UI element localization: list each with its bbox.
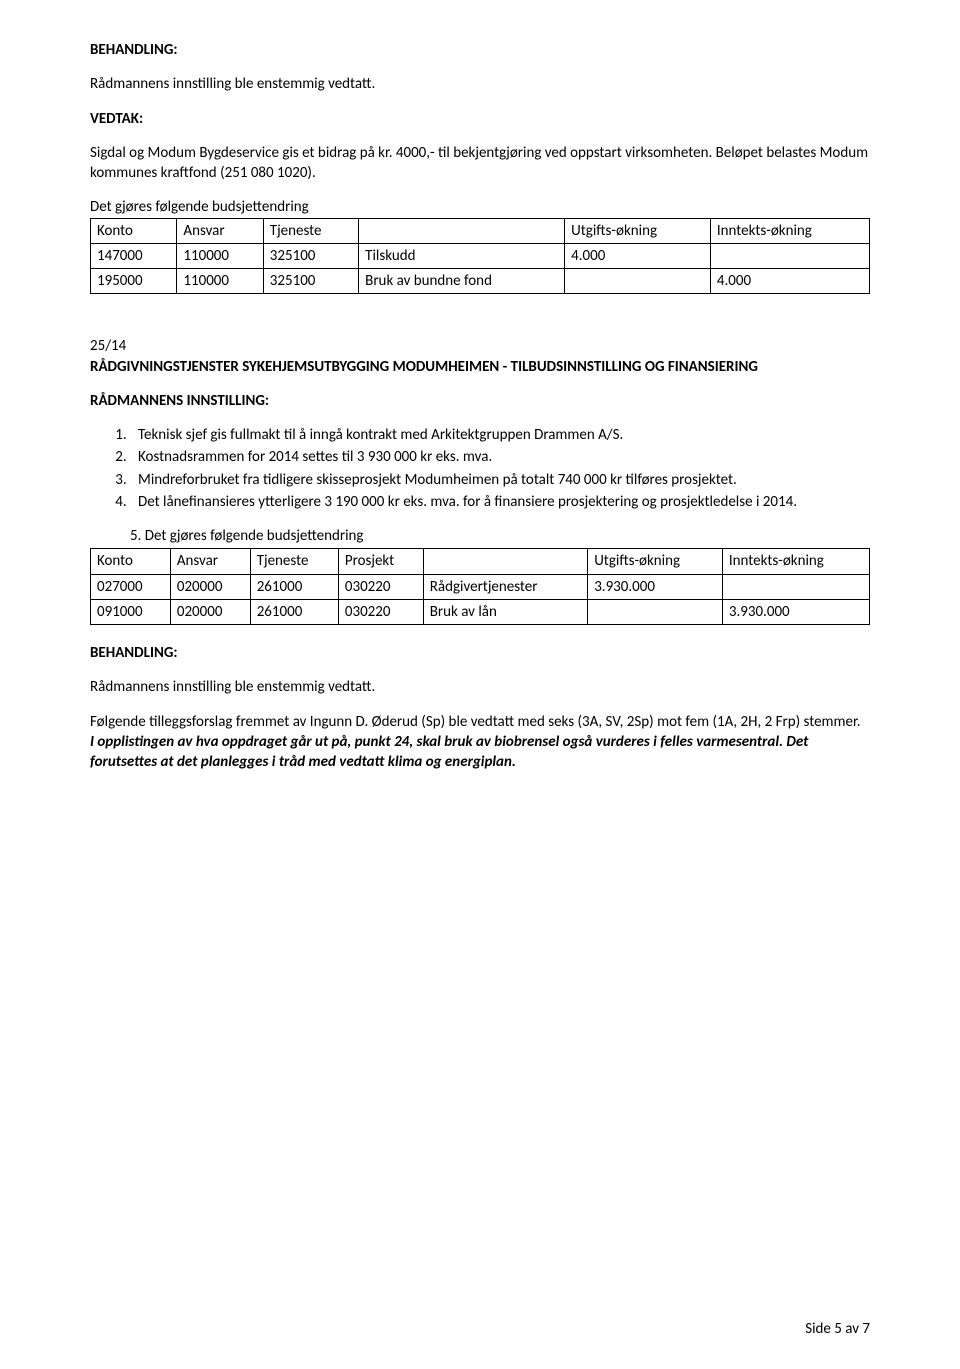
table-cell: 325100 xyxy=(263,243,358,268)
table-cell xyxy=(722,574,869,599)
table-header: Prosjekt xyxy=(338,549,423,574)
table-row: 147000 110000 325100 Tilskudd 4.000 xyxy=(91,243,870,268)
table-cell: 110000 xyxy=(177,243,263,268)
page-footer: Side 5 av 7 xyxy=(805,1319,870,1339)
table-cell: Bruk av bundne fond xyxy=(359,269,565,294)
table1-intro: Det gjøres følgende budsjettendring xyxy=(90,197,870,217)
tilleggsforslag: Følgende tilleggsforslag fremmet av Ingu… xyxy=(90,712,870,732)
case-number: 25/14 xyxy=(90,336,870,356)
table-header: Konto xyxy=(91,218,177,243)
table-cell: 325100 xyxy=(263,269,358,294)
numbered-list: Teknisk sjef gis fullmakt til å inngå ko… xyxy=(90,425,870,512)
case-title: RÅDGIVNINGSTJENSTER SYKEHJEMSUTBYGGING M… xyxy=(90,357,870,377)
table-cell: 020000 xyxy=(170,599,250,624)
sigdal-paragraph: Sigdal og Modum Bygdeservice gis et bidr… xyxy=(90,143,870,184)
table-header: Inntekts-økning xyxy=(710,218,869,243)
table-row: 091000 020000 261000 030220 Bruk av lån … xyxy=(91,599,870,624)
vedtak-heading: VEDTAK: xyxy=(90,109,870,129)
table-cell xyxy=(588,599,723,624)
table-cell: 4.000 xyxy=(565,243,711,268)
table-cell: 4.000 xyxy=(710,269,869,294)
table-row: 195000 110000 325100 Bruk av bundne fond… xyxy=(91,269,870,294)
table-cell: 3.930.000 xyxy=(588,574,723,599)
document-page: BEHANDLING: Rådmannens innstilling ble e… xyxy=(0,0,960,1369)
table-row: Konto Ansvar Tjeneste Utgifts-økning Inn… xyxy=(91,218,870,243)
table-row: Konto Ansvar Tjeneste Prosjekt Utgifts-ø… xyxy=(91,549,870,574)
table-cell xyxy=(710,243,869,268)
radmannens-innstilling-heading: RÅDMANNENS INNSTILLING: xyxy=(90,391,870,411)
table-header: Utgifts-økning xyxy=(588,549,723,574)
table-cell xyxy=(565,269,711,294)
table-cell: 261000 xyxy=(250,574,338,599)
table-cell: Rådgivertjenester xyxy=(423,574,587,599)
table-cell: 030220 xyxy=(338,574,423,599)
behandling-heading-2: BEHANDLING: xyxy=(90,643,870,663)
table-header: Utgifts-økning xyxy=(565,218,711,243)
table-cell: 195000 xyxy=(91,269,177,294)
radmannens-vedtatt-2: Rådmannens innstilling ble enstemmig ved… xyxy=(90,677,870,697)
table-cell: 3.930.000 xyxy=(722,599,869,624)
table-header: Konto xyxy=(91,549,171,574)
table-cell: Tilskudd xyxy=(359,243,565,268)
radmannens-vedtatt-1: Rådmannens innstilling ble enstemmig ved… xyxy=(90,74,870,94)
table-cell: 110000 xyxy=(177,269,263,294)
table-cell: 027000 xyxy=(91,574,171,599)
table-cell: 091000 xyxy=(91,599,171,624)
table-header: Tjeneste xyxy=(250,549,338,574)
italic-resolution: I opplistingen av hva oppdraget går ut p… xyxy=(90,732,870,773)
list-item: Teknisk sjef gis fullmakt til å inngå ko… xyxy=(130,425,870,445)
budget-table-2: Konto Ansvar Tjeneste Prosjekt Utgifts-ø… xyxy=(90,548,870,625)
table-cell: 030220 xyxy=(338,599,423,624)
table-cell: 147000 xyxy=(91,243,177,268)
table-cell: Bruk av lån xyxy=(423,599,587,624)
table-header xyxy=(423,549,587,574)
table-header xyxy=(359,218,565,243)
table-header: Ansvar xyxy=(177,218,263,243)
table-cell: 020000 xyxy=(170,574,250,599)
behandling-heading-1: BEHANDLING: xyxy=(90,40,870,60)
table-header: Inntekts-økning xyxy=(722,549,869,574)
list-item: Mindreforbruket fra tidligere skissepros… xyxy=(130,470,870,490)
table-cell: 261000 xyxy=(250,599,338,624)
table-row: 027000 020000 261000 030220 Rådgivertjen… xyxy=(91,574,870,599)
budget-table-1: Konto Ansvar Tjeneste Utgifts-økning Inn… xyxy=(90,218,870,295)
list-item: Det lånefinansieres ytterligere 3 190 00… xyxy=(130,492,870,512)
list-item-5: 5. Det gjøres følgende budsjettendring xyxy=(90,526,870,546)
list-item: Kostnadsrammen for 2014 settes til 3 930… xyxy=(130,447,870,467)
table-header: Ansvar xyxy=(170,549,250,574)
table-header: Tjeneste xyxy=(263,218,358,243)
